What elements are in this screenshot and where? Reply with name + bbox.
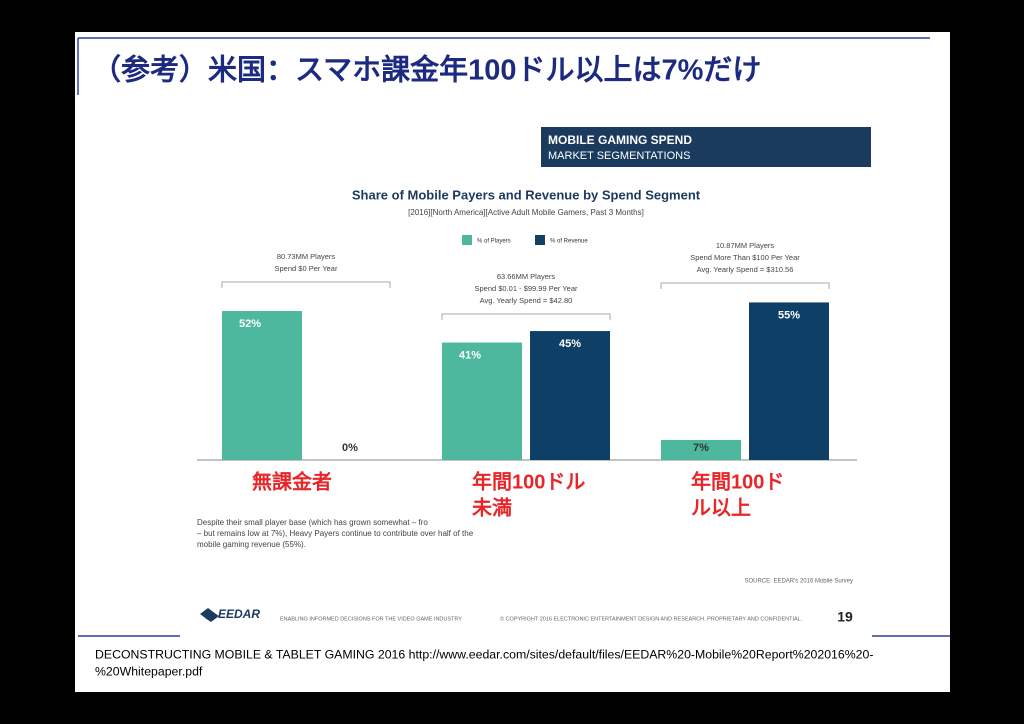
value-label: 41% <box>459 349 481 361</box>
page-number: 19 <box>837 609 853 625</box>
category-label: 未満 <box>472 496 512 519</box>
segment-annotation: Spend $0.01 - $99.99 Per Year <box>474 284 578 293</box>
value-label: 7% <box>693 442 709 454</box>
category-label: 年間100ドル <box>472 469 585 493</box>
chart-subtitle: [2016][North America][Active Adult Mobil… <box>408 208 644 217</box>
report-header: MARKET SEGMENTATIONS <box>548 150 690 162</box>
segment-annotation: 63.66MM Players <box>497 272 556 281</box>
source: SOURCE: EEDAR's 2016 Mobile Survey <box>744 579 853 585</box>
footer-logo: EEDAR <box>218 607 260 621</box>
bar <box>749 302 829 460</box>
note: – but remains low at 7%), Heavy Payers c… <box>197 529 474 538</box>
category-label: 年間100ド <box>691 469 784 493</box>
legend-label: % of Revenue <box>550 239 588 245</box>
slide-title: （参考）米国：スマホ課金年100ドル以上は7%だけ <box>92 53 761 87</box>
category-label: ル以上 <box>691 496 751 519</box>
value-label: 0% <box>342 442 358 454</box>
report-header-box <box>541 127 871 167</box>
chart-title: Share of Mobile Payers and Revenue by Sp… <box>352 187 701 202</box>
report-header: MOBILE GAMING SPEND <box>548 133 692 147</box>
value-label: 45% <box>559 338 581 350</box>
citation: %20Whitepaper.pdf <box>95 664 203 678</box>
bar <box>442 342 522 460</box>
bracket <box>221 281 391 288</box>
segment-annotation: Spend More Than $100 Per Year <box>690 253 800 262</box>
bracket <box>660 282 830 289</box>
segment-annotation: 10.87MM Players <box>716 241 775 250</box>
value-label: 55% <box>778 309 800 321</box>
bracket <box>441 313 611 320</box>
logo-icon <box>200 608 219 622</box>
note: mobile gaming revenue (55%). <box>197 540 306 549</box>
category-label: 無課金者 <box>252 469 332 493</box>
segment-annotation: Avg. Yearly Spend = $310.56 <box>697 265 794 274</box>
segment-annotation: Spend $0 Per Year <box>275 264 338 273</box>
bar <box>530 331 610 460</box>
legend-swatch <box>462 235 472 245</box>
footer-tagline: ENABLING INFORMED DECISIONS FOR THE VIDE… <box>280 616 462 622</box>
bar <box>661 439 741 460</box>
footer-copyright: © COPYRIGHT 2016 ELECTRONIC ENTERTAINMEN… <box>500 615 803 622</box>
citation: DECONSTRUCTING MOBILE & TABLET GAMING 20… <box>95 647 873 661</box>
note: Despite their small player base (which h… <box>197 518 428 527</box>
legend-swatch <box>535 235 545 245</box>
bar <box>222 311 302 460</box>
value-label: 52% <box>239 318 261 330</box>
legend-label: % of Players <box>477 239 511 245</box>
segment-annotation: 80.73MM Players <box>277 252 336 261</box>
segment-annotation: Avg. Yearly Spend = $42.80 <box>480 296 573 305</box>
